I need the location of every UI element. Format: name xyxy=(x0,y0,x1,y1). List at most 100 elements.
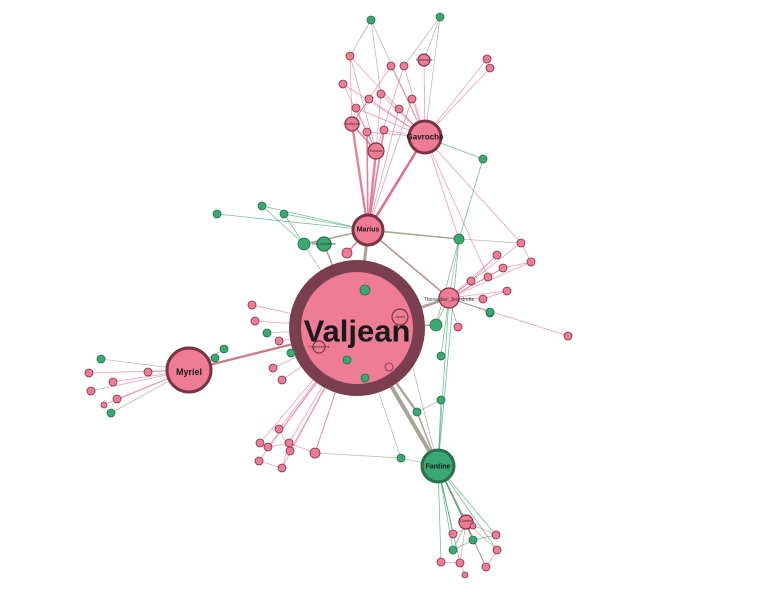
node-s16[interactable] xyxy=(412,407,422,417)
node-s14[interactable] xyxy=(436,351,446,361)
node-x3[interactable] xyxy=(453,322,463,332)
node-b3[interactable] xyxy=(284,438,294,448)
node-c9[interactable] xyxy=(469,522,477,530)
node-r6[interactable] xyxy=(502,286,512,296)
node-javert[interactable] xyxy=(391,308,409,326)
edge-gavroche-t2 xyxy=(424,16,441,138)
node-fantine[interactable] xyxy=(420,448,456,484)
node-l1[interactable] xyxy=(212,209,222,219)
node-t5[interactable] xyxy=(345,51,355,61)
node-b6[interactable] xyxy=(274,424,284,434)
node-m3[interactable] xyxy=(108,377,118,387)
node-b2[interactable] xyxy=(263,442,273,452)
node-s11[interactable] xyxy=(274,336,284,346)
node-t6[interactable] xyxy=(338,79,348,89)
node-c2[interactable] xyxy=(468,535,478,545)
node-s3[interactable] xyxy=(360,373,370,383)
node-label-fauchelevent: Fauchelevent xyxy=(308,345,329,349)
node-valjean[interactable] xyxy=(289,260,425,396)
node-c7[interactable] xyxy=(491,530,501,540)
node-r4[interactable] xyxy=(498,263,508,273)
node-enjol[interactable] xyxy=(367,142,385,160)
node-c5[interactable] xyxy=(481,562,491,572)
node-c3[interactable] xyxy=(492,545,502,555)
node-s17[interactable] xyxy=(396,453,406,463)
node-x1[interactable] xyxy=(436,395,446,405)
node-fauchel[interactable] xyxy=(312,340,326,354)
node-r3[interactable] xyxy=(483,272,493,282)
node-m5[interactable] xyxy=(112,394,122,404)
node-r2[interactable] xyxy=(516,238,526,248)
node-s5[interactable] xyxy=(262,328,272,338)
node-s12[interactable] xyxy=(341,247,353,259)
node-thenard[interactable] xyxy=(438,287,460,309)
node-r9[interactable] xyxy=(478,294,488,304)
node-l3[interactable] xyxy=(279,209,289,219)
node-s2[interactable] xyxy=(342,355,352,365)
node-m4[interactable] xyxy=(86,386,96,396)
node-m2[interactable] xyxy=(84,368,94,378)
node-mlleb[interactable] xyxy=(316,236,332,252)
node-r7[interactable] xyxy=(466,276,476,286)
node-l4[interactable] xyxy=(297,237,311,251)
edge-gavroche-r1 xyxy=(424,136,460,240)
edge-enjol-t10 xyxy=(375,65,405,152)
node-s10[interactable] xyxy=(247,300,257,310)
node-x2[interactable] xyxy=(485,307,495,317)
node-t16[interactable] xyxy=(407,94,417,104)
node-b7[interactable] xyxy=(285,446,295,456)
node-l2[interactable] xyxy=(257,201,267,211)
edge-gavroche-r2 xyxy=(424,136,522,244)
edge-gavroche-marius xyxy=(366,136,427,231)
node-r8[interactable] xyxy=(563,331,573,341)
node-b5[interactable] xyxy=(277,463,287,473)
node-tholo[interactable] xyxy=(417,53,431,67)
node-t3[interactable] xyxy=(482,54,492,64)
node-m6[interactable] xyxy=(106,408,116,418)
node-t14[interactable] xyxy=(394,104,404,114)
node-s20[interactable] xyxy=(210,353,220,363)
node-c10[interactable] xyxy=(461,571,469,579)
node-t10[interactable] xyxy=(399,61,409,71)
node-s1[interactable] xyxy=(359,284,371,296)
node-r1[interactable] xyxy=(453,233,465,245)
node-t4[interactable] xyxy=(485,63,495,73)
node-courf[interactable] xyxy=(344,116,360,132)
node-myriel[interactable] xyxy=(165,346,213,394)
node-c1[interactable] xyxy=(448,545,458,555)
node-r10[interactable] xyxy=(492,250,502,260)
node-b4[interactable] xyxy=(254,456,264,466)
node-label-javert: Javert xyxy=(395,315,405,319)
node-t13[interactable] xyxy=(362,127,372,137)
node-s4[interactable] xyxy=(384,362,394,372)
node-s7[interactable] xyxy=(277,375,287,385)
node-s9[interactable] xyxy=(250,316,260,326)
node-t7[interactable] xyxy=(351,103,361,113)
node-s19[interactable] xyxy=(219,344,229,354)
node-b1[interactable] xyxy=(255,438,265,448)
node-c4[interactable] xyxy=(455,558,465,568)
node-label-marius: Marius xyxy=(357,227,380,234)
node-s6[interactable] xyxy=(286,348,296,358)
node-t9[interactable] xyxy=(364,94,374,104)
node-s13[interactable] xyxy=(429,318,443,332)
node-r5[interactable] xyxy=(526,257,536,267)
node-t1[interactable] xyxy=(366,15,376,25)
edge-t15-r1 xyxy=(458,158,484,240)
node-s18[interactable] xyxy=(309,447,321,459)
node-cosette[interactable] xyxy=(458,514,474,530)
node-c8[interactable] xyxy=(436,557,446,567)
node-gavroche[interactable] xyxy=(407,119,443,155)
node-m1[interactable] xyxy=(96,354,106,364)
node-t15[interactable] xyxy=(478,154,488,164)
node-m8[interactable] xyxy=(143,367,153,377)
node-m7[interactable] xyxy=(100,401,108,409)
node-t12[interactable] xyxy=(379,125,389,135)
node-s8[interactable] xyxy=(268,363,278,373)
node-c6[interactable] xyxy=(448,529,458,539)
node-t11[interactable] xyxy=(386,61,396,71)
node-t2[interactable] xyxy=(435,12,445,22)
node-t8[interactable] xyxy=(376,89,386,99)
node-marius[interactable] xyxy=(351,213,385,247)
edge-marius-l1 xyxy=(216,213,369,231)
